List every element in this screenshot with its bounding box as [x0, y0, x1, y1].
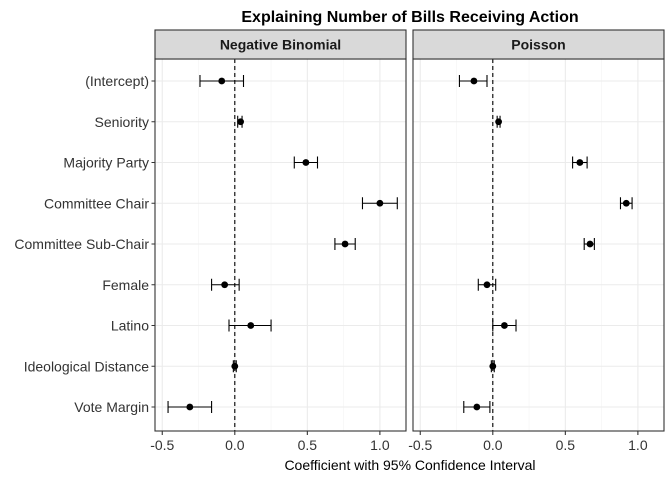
point-estimate-negative-binomial-latino	[247, 322, 255, 329]
y-tick-label-majority-party: Majority Party	[63, 155, 149, 171]
x-axis-title: Coefficient with 95% Confidence Interval	[284, 457, 535, 473]
point-estimate-poisson-committee-sub-chair	[586, 240, 594, 248]
y-tick-label-latino: Latino	[111, 318, 149, 334]
point-estimate-negative-binomial-ideological-distance	[231, 362, 239, 370]
facet-label: Poisson	[511, 37, 565, 53]
point-estimate-negative-binomial-intercept	[218, 77, 226, 85]
point-estimate-negative-binomial-committee-chair	[376, 199, 384, 207]
x-tick-label: 1.0	[628, 437, 648, 453]
point-estimate-poisson-intercept	[470, 77, 478, 85]
panel-negative-binomial: Negative Binomial -0.5 0.0 0.5 1.0	[150, 29, 407, 453]
point-estimate-negative-binomial-committee-sub-chair	[341, 240, 349, 248]
point-estimate-poisson-ideological-distance	[489, 362, 497, 370]
point-estimate-poisson-committee-chair	[622, 199, 630, 207]
point-estimate-poisson-seniority	[495, 118, 503, 126]
point-estimate-poisson-majority-party	[576, 159, 584, 166]
y-tick-label-vote-margin: Vote Margin	[74, 399, 149, 415]
point-estimate-negative-binomial-majority-party	[302, 159, 310, 166]
x-tick-label: 0.0	[483, 437, 503, 453]
y-tick-label-ideological-distance: Ideological Distance	[24, 358, 150, 374]
x-tick-label: -0.5	[150, 437, 174, 453]
point-estimate-poisson-latino	[501, 322, 508, 329]
x-tick-label: 0.5	[556, 437, 576, 453]
y-tick-label-committee-chair: Committee Chair	[44, 195, 149, 211]
panel-background	[155, 59, 406, 431]
x-tick-label: 0.0	[225, 437, 245, 453]
y-tick-label-seniority: Seniority	[95, 114, 149, 130]
panel-background	[413, 59, 664, 431]
y-tick-label-female: Female	[102, 277, 149, 293]
facet-strip	[412, 29, 665, 60]
facet-label: Negative Binomial	[220, 37, 341, 53]
facet-strip	[154, 29, 407, 60]
point-estimate-negative-binomial-female	[221, 281, 229, 289]
x-tick-label: 0.5	[298, 437, 318, 453]
point-estimate-poisson-vote-margin	[473, 403, 481, 411]
y-tick-label-intercept: (Intercept)	[85, 73, 149, 89]
x-tick-label: 1.0	[370, 437, 390, 453]
chart-title: Explaining Number of Bills Receiving Act…	[241, 9, 578, 26]
point-estimate-negative-binomial-vote-margin	[186, 403, 194, 411]
point-estimate-negative-binomial-seniority	[237, 118, 245, 126]
y-axis: (Intercept) Seniority Majority Party Commit…	[14, 73, 155, 415]
y-tick-label-committee-sub-chair: Committee Sub-Chair	[14, 236, 149, 252]
point-estimate-poisson-female	[483, 281, 491, 289]
x-tick-label: -0.5	[408, 437, 432, 453]
panel-poisson: Poisson -0.5 0.0 0.5 1.0	[408, 29, 665, 453]
